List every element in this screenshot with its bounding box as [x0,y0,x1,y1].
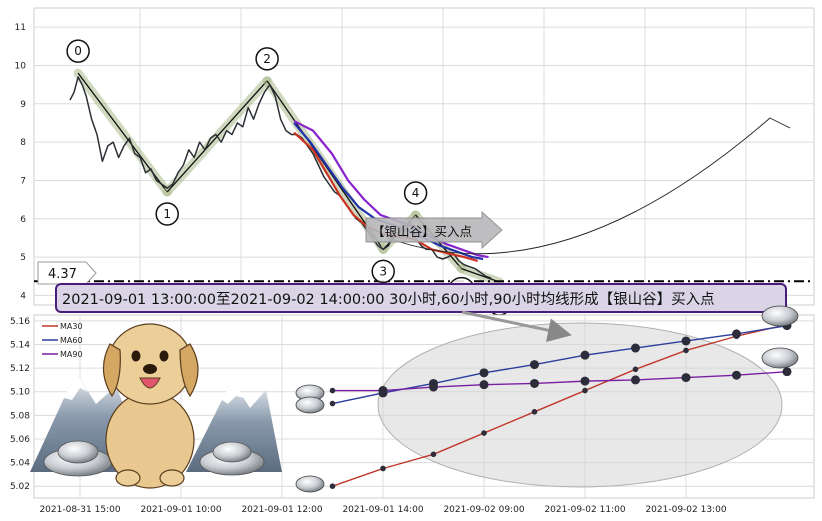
bottom-point-ma60 [631,343,640,353]
wave-segment [266,80,384,250]
bottom-point-ma30 [380,465,386,472]
bottom-point-ma90 [732,370,741,380]
bottom-y-axis: 5.02 5.04 5.06 5.08 5.10 5.12 5.14 5.16 [10,317,30,492]
bottom-line-ma30 [332,323,788,487]
buy-point-label: 【银山谷】买入点 [372,224,472,239]
bottom-panel: 5.02 5.04 5.06 5.08 5.10 5.12 5.14 5.16 2021-08… [10,305,815,515]
wave-point-label: 2 [263,52,271,66]
bottom-y-tick-label: 5.02 [10,482,30,492]
bottom-point-ma60 [681,336,691,346]
bottom-x-axis: 2021-08-31 15:00 2021-09-01 10:00 2021-09-… [39,505,726,515]
bottom-point-ma60 [732,329,741,339]
bottom-point-ma90 [782,367,792,377]
bottom-x-tick-label: 2021-09-01 12:00 [241,505,322,515]
wave-point-label: 3 [379,264,387,278]
bottom-point-ma90 [378,386,388,396]
bottom-point-ma60 [329,400,336,407]
top-y-tick-label: 6 [20,215,26,225]
bottom-x-tick-label: 2021-09-01 10:00 [140,505,221,515]
bottom-line-ma90 [332,370,788,392]
bottom-x-tick-label: 2021-08-31 15:00 [39,505,120,515]
legend-ma60: MA60 [60,336,83,345]
pointer-arrow [461,310,572,343]
signal-banner-text: 2021-09-01 13:00:00至2021-09-02 14:00:00 … [62,291,715,308]
bottom-point-ma90 [580,376,590,386]
bottom-y-tick-label: 5.04 [10,459,30,469]
wave-point-label: 0 [74,44,82,58]
bottom-point-ma30 [481,430,487,436]
level-value: 4.37 [48,267,77,282]
bottom-point-ma90 [530,378,539,388]
bottom-point-ma30 [683,347,689,354]
bottom-y-tick-label: 5.12 [10,364,30,374]
silver-ingot-icon [43,440,265,477]
top-y-tick-label: 10 [15,61,27,71]
bottom-point-ma30 [632,366,639,373]
wave-segment [461,267,500,283]
bottom-point-ma60 [530,360,539,370]
bottom-y-tick-label: 5.10 [10,388,30,398]
top-y-tick-label: 8 [20,138,26,148]
signal-banner: 2021-09-01 13:00:00至2021-09-02 14:00:00 … [55,283,787,313]
bottom-x-tick-label: 2021-09-02 09:00 [443,505,524,515]
legend: MA30 MA60 MA90 [42,322,83,359]
dog-illustration [102,323,199,489]
buy-point-callout: 【银山谷】买入点 [365,210,503,250]
bottom-point-ma30 [531,409,538,415]
bottom-point-ma30 [582,387,588,394]
projection-arc [387,117,791,255]
bottom-point-ma60 [580,350,590,360]
price-line [69,76,492,279]
top-y-tick-label: 5 [20,253,26,263]
bottom-x-tick-label: 2021-09-01 14:00 [342,505,423,515]
bottom-x-tick-label: 2021-09-02 13:00 [645,505,726,515]
top-y-tick-label: 11 [15,23,26,33]
bottom-x-tick-label: 2021-09-02 11:00 [544,505,625,515]
bottom-point-ma90 [681,373,691,383]
legend-ma30: MA30 [60,322,83,331]
wave-point-marker [155,202,179,226]
wave-point-label: 4 [412,186,420,200]
legend-ma90: MA90 [60,350,83,359]
bottom-point-ma30 [329,483,336,489]
bottom-y-tick-label: 5.06 [10,435,30,445]
bottom-point-ma30 [430,451,437,458]
bottom-y-tick-label: 5.14 [10,341,30,351]
bottom-point-ma90 [429,382,438,392]
bottom-point-ma60 [479,368,489,378]
top-y-tick-label: 7 [20,176,26,186]
bottom-point-ma90 [479,380,489,390]
top-y-axis: 4 5 6 7 8 9 10 11 [15,23,27,301]
top-y-tick-label: 9 [20,100,26,110]
bottom-point-ma90 [329,387,336,394]
wave-point-label: 1 [163,207,171,221]
top-plot-frame [33,7,815,306]
level-tag: 4.37 [37,261,97,285]
bottom-point-ma90 [631,375,640,385]
top-y-tick-label: 4 [20,291,26,301]
crossover-highlight [377,322,783,488]
bottom-y-tick-label: 5.16 [10,317,30,327]
wave-point-marker [403,181,428,205]
ingot-marker-icon [295,305,799,493]
wave-point-marker [255,47,279,71]
wave-point-marker [371,259,395,284]
wave-point-marker [66,39,90,63]
bottom-y-tick-label: 5.08 [10,411,30,421]
